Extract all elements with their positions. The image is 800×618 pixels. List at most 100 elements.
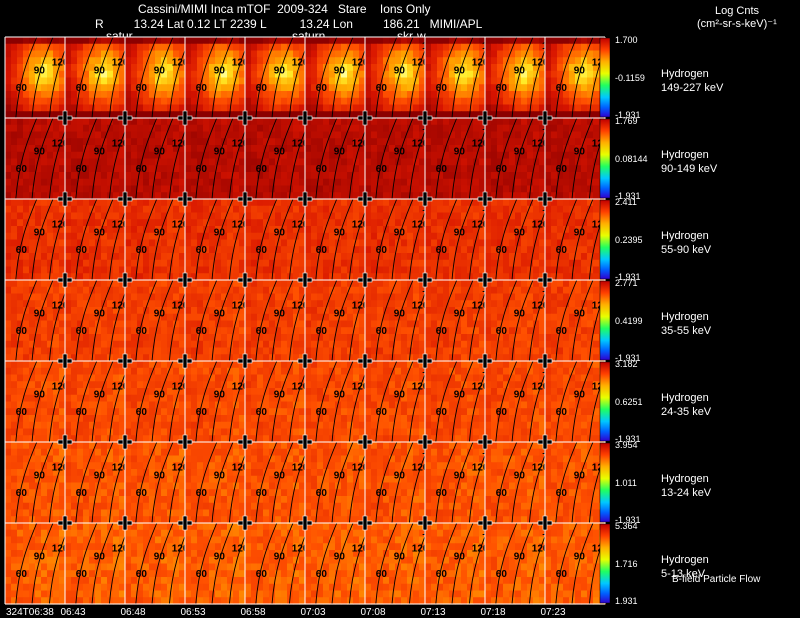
contour-label: 90 bbox=[574, 227, 586, 238]
colorbar-max-label: 2.411 bbox=[615, 197, 637, 207]
contour-label: 60 bbox=[376, 488, 388, 499]
row-species-label: Hydrogen bbox=[661, 554, 709, 567]
contour-label: 90 bbox=[574, 308, 586, 319]
contour-label: 60 bbox=[196, 245, 208, 256]
contour-label: 90 bbox=[274, 470, 286, 481]
contour-label: 90 bbox=[514, 308, 526, 319]
contour-label: 60 bbox=[76, 326, 88, 337]
contour-label: 60 bbox=[496, 83, 508, 94]
contour-label: 90 bbox=[214, 551, 226, 562]
row-energy-label: 35-55 keV bbox=[661, 325, 711, 338]
colorbar-max-label: 1.700 bbox=[615, 35, 638, 45]
contour-label: 60 bbox=[556, 407, 568, 418]
contour-label: 60 bbox=[316, 245, 328, 256]
contour-label: 60 bbox=[136, 245, 148, 256]
contour-label: 60 bbox=[436, 569, 448, 580]
contour-label: 90 bbox=[274, 146, 286, 157]
contour-label: 60 bbox=[436, 245, 448, 256]
contour-label: 60 bbox=[16, 83, 28, 94]
contour-label: 60 bbox=[556, 83, 568, 94]
contour-label: 90 bbox=[94, 551, 106, 562]
row-energy-label: 55-90 keV bbox=[661, 244, 711, 257]
contour-label: 90 bbox=[394, 389, 406, 400]
row-species-label: Hydrogen bbox=[661, 149, 709, 162]
contour-label: 60 bbox=[496, 488, 508, 499]
contour-label: 60 bbox=[436, 488, 448, 499]
contour-label: 60 bbox=[376, 83, 388, 94]
contour-label: 90 bbox=[334, 146, 346, 157]
contour-label: 90 bbox=[574, 146, 586, 157]
contour-label: 60 bbox=[256, 569, 268, 580]
contour-label: 90 bbox=[34, 146, 46, 157]
contour-label: 60 bbox=[556, 164, 568, 175]
colorbar-mid-label: -0.1159 bbox=[615, 73, 645, 83]
contour-label: 90 bbox=[214, 227, 226, 238]
row-species-label: Hydrogen bbox=[661, 392, 709, 405]
contour-label: 60 bbox=[376, 326, 388, 337]
colorbar-mid-label: 0.4199 bbox=[615, 316, 643, 326]
contour-label: 60 bbox=[496, 245, 508, 256]
contour-label: 90 bbox=[334, 551, 346, 562]
contour-label: 60 bbox=[76, 164, 88, 175]
contour-label: 90 bbox=[454, 308, 466, 319]
contour-label: 90 bbox=[454, 389, 466, 400]
colorbar-max-label: 1.769 bbox=[615, 116, 638, 126]
contour-label: 90 bbox=[574, 470, 586, 481]
contour-label: 60 bbox=[196, 164, 208, 175]
contour-label: 90 bbox=[514, 65, 526, 76]
row-energy-label: 13-24 keV bbox=[661, 487, 711, 500]
contour-label: 90 bbox=[154, 470, 166, 481]
contour-label: 90 bbox=[394, 146, 406, 157]
contour-label: 90 bbox=[574, 65, 586, 76]
contour-label: 90 bbox=[154, 146, 166, 157]
contour-label: 60 bbox=[316, 488, 328, 499]
colorbar-mid-label: 0.6251 bbox=[615, 397, 643, 407]
contour-label: 90 bbox=[334, 65, 346, 76]
contour-label: 90 bbox=[34, 227, 46, 238]
contour-label: 60 bbox=[16, 164, 28, 175]
contour-label: 60 bbox=[316, 83, 328, 94]
colorbar-2 bbox=[600, 119, 610, 198]
colorbar-mid-label: 1.716 bbox=[615, 559, 638, 569]
contour-label: 60 bbox=[496, 326, 508, 337]
contour-label: 90 bbox=[214, 308, 226, 319]
contour-label: 90 bbox=[514, 227, 526, 238]
contour-label: 90 bbox=[214, 389, 226, 400]
contour-label: 60 bbox=[376, 407, 388, 418]
contour-label: 60 bbox=[436, 407, 448, 418]
contour-label: 60 bbox=[496, 407, 508, 418]
contour-label: 90 bbox=[454, 551, 466, 562]
contour-label: 60 bbox=[196, 83, 208, 94]
contour-label: 90 bbox=[94, 308, 106, 319]
contour-label: 60 bbox=[196, 407, 208, 418]
contour-label: 60 bbox=[136, 83, 148, 94]
contour-label: 60 bbox=[256, 245, 268, 256]
contour-label: 60 bbox=[556, 326, 568, 337]
contour-label: 60 bbox=[136, 326, 148, 337]
colorbar-3 bbox=[600, 200, 610, 279]
contour-label: 90 bbox=[154, 227, 166, 238]
